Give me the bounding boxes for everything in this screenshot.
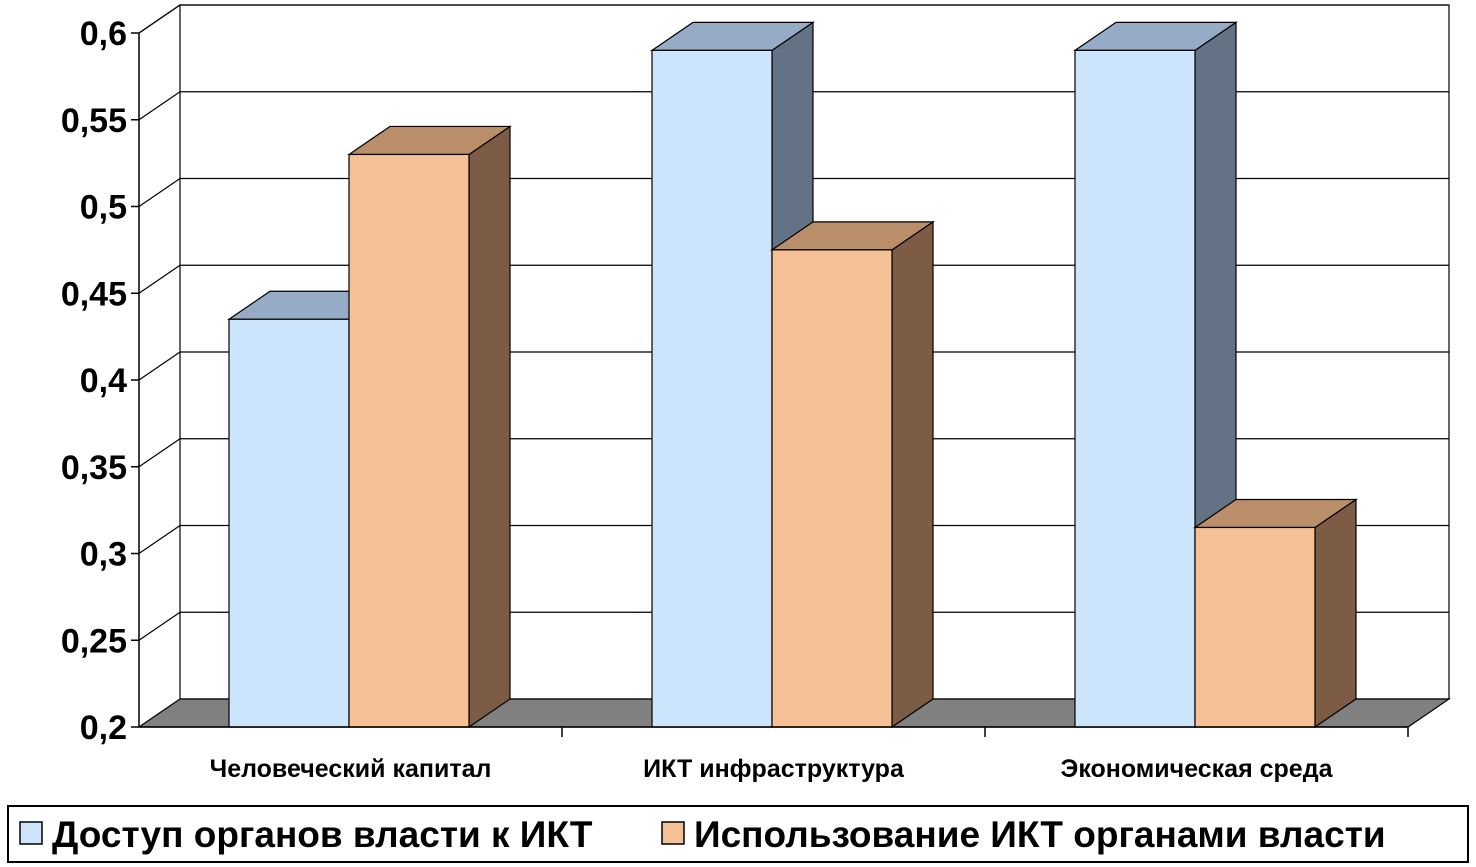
x-axis-category-labels: Человеческий капитал ИКТ инфраструктура Эк… xyxy=(210,755,1334,783)
legend-box xyxy=(7,805,1469,863)
gridline-side xyxy=(138,351,181,381)
x-category-label: Человеческий капитал xyxy=(210,755,492,783)
bar xyxy=(228,318,350,728)
gridline-side xyxy=(138,611,181,641)
y-tick-label: 0,2 xyxy=(80,709,127,747)
bar xyxy=(348,153,470,728)
gridline-side xyxy=(138,178,181,207)
x-category-label: ИКТ инфраструктура xyxy=(643,755,905,783)
y-tick-label: 0,45 xyxy=(61,275,127,313)
y-tick-label: 0,25 xyxy=(61,622,127,660)
legend-label: Доступ органов власти к ИКТ xyxy=(52,814,593,855)
bar-side xyxy=(1314,498,1357,729)
gridline-side xyxy=(138,91,181,121)
gridline-side xyxy=(138,438,181,468)
bars-group xyxy=(227,21,1358,729)
y-tick-label: 0,3 xyxy=(80,536,127,574)
y-tick-label: 0,5 xyxy=(80,189,127,227)
bar xyxy=(1074,49,1196,728)
axes xyxy=(131,32,1409,737)
y-axis-tick-labels: 0,2 0,25 0,3 0,35 0,4 0,45 0,5 0,55 0,6 xyxy=(61,15,127,747)
bar xyxy=(651,49,773,728)
y-tick-label: 0,55 xyxy=(61,102,127,140)
legend-swatch xyxy=(19,821,43,845)
gridline-side xyxy=(138,4,181,34)
y-tick-label: 0,6 xyxy=(80,15,127,53)
bar xyxy=(1194,526,1316,728)
bar-side xyxy=(468,125,511,729)
bar-side xyxy=(891,220,934,729)
x-category-label: Экономическая среда xyxy=(1061,755,1334,783)
legend-label: Использование ИКТ органами власти xyxy=(694,814,1386,855)
gridline-side xyxy=(138,525,181,554)
y-tick-label: 0,4 xyxy=(80,362,127,400)
legend-swatch xyxy=(661,821,685,845)
bar xyxy=(771,249,893,728)
y-tick-label: 0,35 xyxy=(61,449,127,487)
legend: Доступ органов власти к ИКТ Использование… xyxy=(7,805,1469,863)
gridline-side xyxy=(138,264,181,294)
